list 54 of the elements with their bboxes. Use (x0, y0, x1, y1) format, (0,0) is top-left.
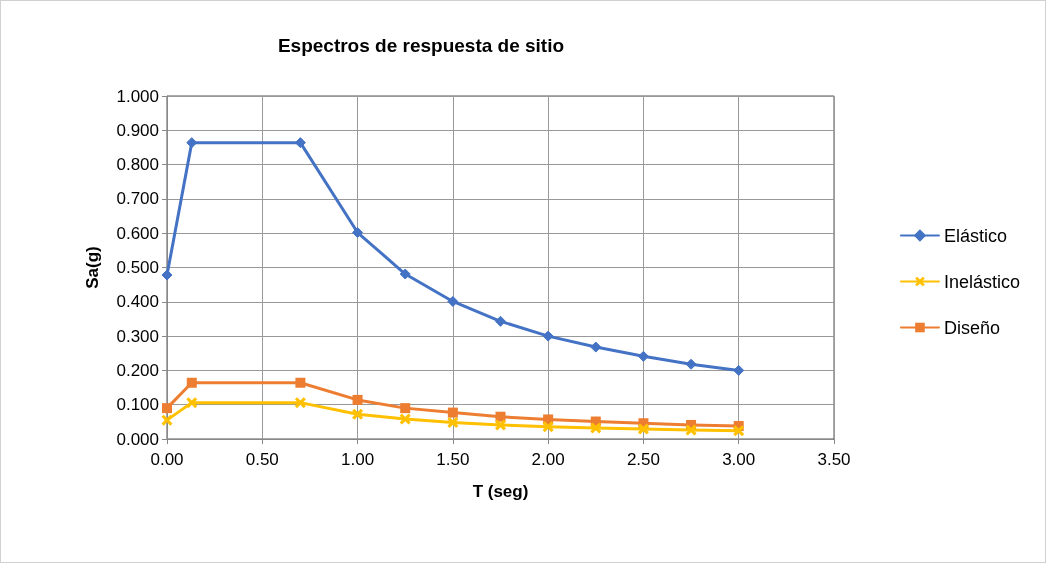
point (186, 397, 198, 409)
x-tick-label: 1.00 (341, 450, 375, 469)
y-tick-label: 0.500 (116, 258, 159, 277)
y-tick-label: 0.300 (116, 326, 159, 346)
legend-label: Elástico (943, 225, 1007, 246)
point (352, 227, 364, 239)
point (495, 315, 506, 327)
x-tick-label: 0.00 (150, 450, 184, 469)
x-axis-title: T (seg) (472, 482, 529, 501)
point (294, 397, 306, 409)
y-tick-label: 1.000 (116, 86, 159, 106)
point (685, 424, 697, 436)
y-tick-label: 0.200 (116, 360, 159, 380)
point (590, 422, 602, 434)
point (685, 358, 697, 370)
point (590, 341, 602, 353)
y-tick-label: 0.400 (116, 292, 159, 312)
point (352, 394, 363, 405)
point (399, 268, 411, 280)
point (447, 417, 459, 429)
point (352, 408, 364, 420)
point (161, 269, 173, 281)
point (637, 350, 649, 362)
y-tick-label: 0.900 (116, 120, 159, 140)
point (295, 377, 306, 388)
y-tick-label: 0.000 (116, 429, 159, 449)
point (447, 407, 458, 418)
point (399, 413, 411, 425)
point (400, 403, 411, 414)
x-tick-label: 2.50 (626, 450, 660, 469)
x-tick-label: 3.50 (817, 450, 851, 469)
y-axis-title: Sa(g) (83, 246, 102, 289)
point (637, 423, 649, 435)
y-tick-label: 0.800 (116, 155, 159, 175)
x-tick-label: 3.00 (722, 450, 756, 469)
point (186, 137, 198, 149)
y-tick-label: 0.600 (116, 223, 159, 243)
point (495, 419, 506, 431)
point (161, 414, 173, 426)
legend-label: Diseño (943, 317, 1000, 338)
point (542, 421, 554, 433)
point (733, 425, 745, 437)
point (447, 295, 459, 307)
chart-title: Espectros de respuesta de sitio (277, 35, 565, 56)
legend-label: Inelástico (943, 271, 1020, 292)
point (162, 403, 172, 414)
y-tick-label: 0.100 (116, 395, 159, 415)
x-tick-label: 2.00 (531, 450, 565, 469)
x-tick-label: 1.50 (436, 450, 470, 469)
point (733, 364, 745, 376)
point (186, 377, 197, 388)
point (542, 330, 554, 342)
x-tick-label: 0.50 (245, 450, 279, 469)
y-tick-label: 0.700 (116, 189, 159, 209)
